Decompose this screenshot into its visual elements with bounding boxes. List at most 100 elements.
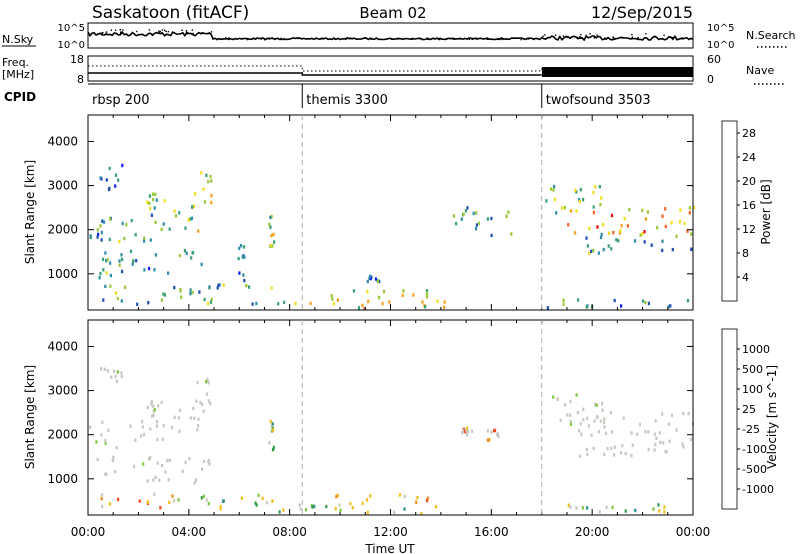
echo-cell [681,442,684,446]
noise-search-point [167,31,170,33]
echo-cell [189,288,192,292]
noise-search-point [453,38,455,40]
echo-cell [255,301,258,306]
echo-cell [152,478,155,482]
date-title: 12/Sep/2015 [591,3,693,22]
echo-cell [132,259,135,263]
noise-search-point [148,29,151,31]
echo-cell [368,276,371,281]
echo-cell [621,443,624,448]
echo-cell [497,434,500,438]
echo-cell [653,448,656,452]
echo-cell [656,226,659,230]
echo-cell [546,306,549,310]
echo-cell [117,497,120,502]
echo-cell [197,417,200,421]
echo-cell [602,223,605,227]
echo-cell [470,429,474,433]
echo-cell [661,412,664,416]
echo-cell [658,431,661,435]
echo-cell [152,197,155,202]
echo-cell [173,209,176,213]
echo-cell [612,230,615,235]
echo-cell [618,231,621,235]
echo-cell [200,171,203,175]
echo-cell [490,233,493,238]
echo-cell [203,200,206,204]
echo-cell [218,283,221,287]
echo-cell [107,428,110,432]
echo-cell [135,259,138,263]
echo-cell [205,498,208,502]
echo-cell [661,248,664,253]
noise-search-point [364,37,367,39]
echo-cell [585,305,588,309]
y-tick-label: 1000 [47,267,78,281]
station-title: Saskatoon (fitACF) [92,3,249,23]
echo-cell [184,460,187,465]
echo-cell [644,217,647,221]
echo-cell [639,233,642,237]
power-y-label: Slant Range [km] [23,160,37,264]
echo-cell [562,302,565,306]
echo-cell [647,301,650,306]
echo-cell [553,197,556,202]
noise-search-point [399,38,401,40]
echo-cell [587,424,590,428]
echo-cell [582,197,585,202]
echo-cell [569,413,572,417]
noise-search-point [544,34,546,36]
noise-search-point [670,36,672,38]
echo-cell [146,200,149,204]
noise-search-point [101,32,103,34]
echo-cell [240,496,243,500]
noise-search-point [391,38,393,40]
echo-cell [216,286,219,290]
echo-cell [146,500,149,504]
echo-cell [675,234,678,239]
noise-search-point [203,32,205,34]
echo-cell [121,163,124,168]
echo-cell [662,441,665,445]
echo-cell [601,408,604,412]
echo-cell [566,413,569,417]
noise-search-point [612,36,614,38]
echo-cell [97,232,100,237]
echo-cell [366,289,369,294]
echo-cell [251,302,254,306]
echo-cell [398,493,401,497]
noise-search-point [225,37,227,39]
noise-search-point [486,38,488,40]
echo-cell [630,453,633,458]
echo-cell [153,492,156,496]
echo-cell [642,299,645,303]
echo-cell [136,302,139,306]
echo-cell [116,296,119,301]
noise-search-point [158,32,161,34]
power-panel: 1000 2000 3000 4000 Slant Range [km] 4 8 12 16… [23,114,773,311]
echo-cell [268,441,271,445]
echo-cell [209,300,213,304]
echo-cell [160,400,163,405]
echo-cell [601,401,604,406]
echo-cell [103,367,106,371]
noise-search-point [102,31,104,34]
noise-search-point [210,31,213,33]
echo-cell [613,453,616,457]
echo-cell [162,222,165,226]
echo-cell [605,505,608,510]
colorbar-tick-label: 25 [742,403,756,416]
echo-cell [600,232,603,237]
echo-cell [425,295,429,299]
echo-cell [173,415,176,420]
noise-search-point [97,33,99,35]
colorbar-tick-label: 28 [742,127,756,140]
echo-cell [652,507,655,511]
echo-cell [164,470,167,474]
echo-cell [100,238,103,242]
noise-right-tick-top: 10^5 [707,23,734,34]
echo-cell [664,207,667,211]
noise-search-point [161,32,163,34]
noise-panel: N.Sky 10^5 10^0 10^5 10^0 N.Search [2,22,796,51]
echo-cell [581,506,585,510]
